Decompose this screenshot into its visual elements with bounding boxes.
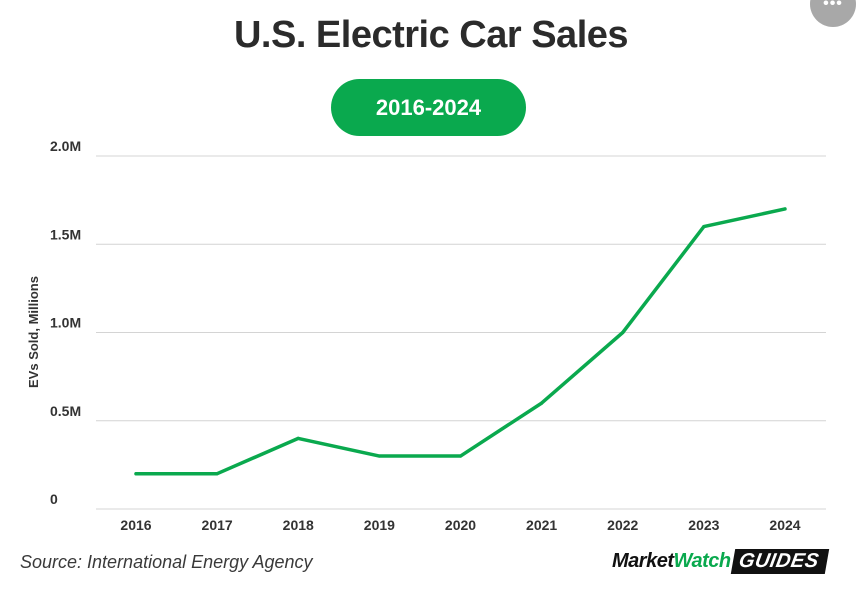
data-point (134, 472, 138, 476)
gridlines (96, 155, 826, 510)
data-point (702, 225, 706, 229)
date-range-badge: 2016-2024 (331, 79, 526, 136)
y-tick-label: 0 (50, 491, 58, 507)
logo-guides: GUIDES (730, 548, 829, 574)
y-tick-label: 1.0M (50, 315, 81, 331)
data-point (783, 207, 787, 211)
logo-watch: Watch (673, 549, 731, 572)
source-note: Source: International Energy Agency (20, 552, 313, 572)
y-axis-ticks: 0 0.5M 1.0M 1.5M 2.0M (50, 138, 81, 507)
logo-market: Market (612, 549, 674, 572)
y-tick-label: 2.0M (50, 138, 81, 154)
x-tick-label: 2022 (607, 517, 638, 533)
data-point (215, 472, 219, 476)
x-tick-label: 2017 (202, 517, 233, 533)
chart-title: U.S. Electric Car Sales (233, 14, 629, 56)
x-tick-label: 2018 (283, 517, 314, 533)
data-point (458, 454, 463, 458)
x-tick-label: 2024 (769, 517, 800, 533)
x-tick-label: 2016 (120, 517, 151, 533)
x-tick-label: 2019 (364, 517, 395, 533)
x-axis-ticks: 2016 2017 2018 2019 2020 2021 2022 2023 2024 (120, 517, 800, 533)
y-tick-label: 0.5M (50, 403, 81, 419)
more-horizontal-icon: ••• (823, 0, 843, 12)
x-tick-label: 2020 (445, 517, 476, 533)
x-tick-label: 2021 (526, 517, 557, 533)
data-point (377, 454, 381, 458)
data-point (621, 330, 625, 335)
series-line (134, 207, 787, 476)
data-point (296, 436, 300, 440)
y-tick-label: 1.5M (50, 226, 81, 242)
series-layer (134, 207, 787, 476)
y-axis-label: EVs Sold, Millions (26, 276, 41, 388)
line-chart: 00.5M1.0M1.5M2.0M 2016 2017 2018 2019 2020 20… (26, 138, 826, 533)
x-tick-label: 2023 (688, 517, 719, 533)
marketwatch-guides-logo: Market Watch GUIDES (612, 546, 829, 576)
date-range-label: 2016-2024 (375, 94, 482, 120)
data-point (540, 401, 544, 405)
